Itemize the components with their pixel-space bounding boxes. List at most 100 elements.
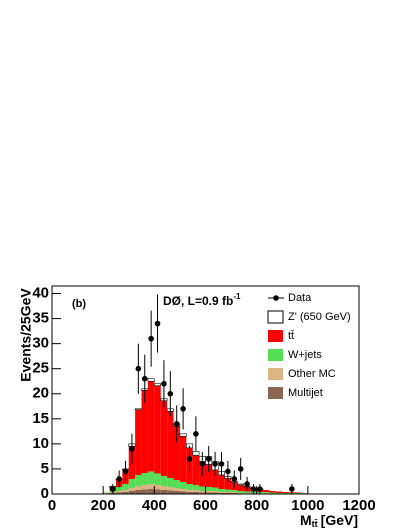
bar-segment [224, 478, 232, 490]
bar-segment [173, 426, 180, 480]
bar-segment [243, 491, 251, 493]
annotation-text: DØ, L=0.9 fb [163, 294, 233, 308]
bar-segment [275, 491, 283, 493]
bar-segment [115, 486, 123, 491]
legend-swatch [267, 310, 284, 324]
bar-segment [186, 489, 193, 492]
bar-segment [199, 486, 206, 491]
panel-label: (b) [72, 298, 86, 310]
bar-segment [237, 492, 244, 494]
bar-segment [282, 491, 289, 493]
bar-segment [173, 487, 180, 491]
bar-segment [160, 400, 168, 476]
bar-segment [173, 479, 180, 488]
bar-segment [205, 492, 212, 494]
bar-segment [199, 492, 206, 494]
x-tick-label: 1200 [342, 497, 375, 514]
bar-segment [186, 483, 193, 490]
bar-segment [154, 385, 161, 474]
bar-segment [231, 492, 238, 494]
bar-segment [192, 451, 200, 456]
bar-segment [218, 488, 225, 492]
bar-segment [218, 474, 225, 489]
data-point [116, 476, 122, 482]
bar-segment [128, 487, 136, 491]
bar-segment [128, 478, 136, 488]
bar-segment [263, 492, 270, 494]
bar-segment [154, 383, 162, 387]
bar-segment [186, 491, 193, 494]
bar-segment [128, 490, 136, 494]
data-point [148, 335, 154, 342]
bar-segment [192, 489, 200, 492]
bar-segment [295, 492, 302, 493]
bar-segment [231, 489, 238, 492]
bar-segment [282, 492, 289, 494]
bar-segment [135, 489, 142, 494]
bar-segment [263, 489, 270, 492]
data-point [193, 431, 199, 437]
data-point [161, 380, 167, 387]
bar-segment [205, 490, 212, 493]
y-axis-label: Events/25GeV [18, 288, 34, 382]
x-axis-label: Mtt̄ [GeV] [300, 512, 358, 530]
bar-segment [192, 491, 200, 494]
data-point [122, 468, 129, 475]
y-tick-label: 10 [32, 435, 49, 452]
bar-segment [154, 489, 161, 494]
x-label-unit: [GeV] [321, 512, 358, 528]
legend-label: Z' (650 GeV) [288, 311, 351, 323]
data-point [154, 320, 161, 327]
bar-segment [147, 378, 155, 382]
bar-segment [295, 492, 302, 494]
bar-segment [135, 409, 142, 475]
bar-segment [237, 483, 245, 486]
bar-segment [167, 490, 174, 494]
data-point [135, 365, 142, 372]
bar-segment [218, 492, 225, 494]
bar-segment [211, 490, 219, 493]
data-point [186, 456, 193, 462]
legend-marker [273, 295, 279, 301]
bar-segment [211, 487, 219, 491]
data-point [237, 466, 244, 472]
bar-segment [192, 455, 200, 485]
legend-swatch [268, 368, 283, 380]
bar-segment [211, 492, 219, 494]
bar-segment [160, 489, 168, 494]
x-label-sub: tt̄ [312, 519, 318, 529]
legend-label: Data [288, 292, 312, 304]
bar-segment [135, 474, 142, 486]
x-tick-label: 600 [193, 497, 218, 514]
bar-segment [218, 491, 225, 493]
bar-segment [115, 490, 123, 493]
bar-segment [179, 481, 187, 489]
bar-segment [141, 484, 148, 490]
bar-segment [179, 436, 187, 482]
bar-segment [154, 473, 161, 485]
bar-segment [205, 464, 212, 487]
x-tick-label: 800 [244, 497, 269, 514]
x-tick-label: 1000 [291, 497, 324, 514]
bar-segment [167, 486, 174, 491]
y-tick-label: 5 [41, 460, 49, 477]
bar-segment [122, 483, 129, 490]
bar-segment [147, 483, 155, 489]
y-tick-label: 0 [41, 485, 49, 502]
bar-segment [173, 490, 180, 494]
data-point [250, 486, 257, 492]
data-point [289, 486, 295, 492]
bar-segment [179, 491, 187, 494]
data-point [218, 461, 225, 467]
data-point [199, 461, 206, 467]
bar-segment [231, 491, 238, 493]
bar-segment [103, 492, 110, 494]
bar-segment [224, 492, 232, 494]
legend-label: tt̄ [288, 330, 294, 342]
x-tick-label: 200 [91, 497, 116, 514]
bar-segment [167, 477, 174, 487]
legend-label: Other MC [288, 368, 336, 380]
bar-segment [224, 489, 232, 492]
bar-segment [167, 411, 174, 478]
